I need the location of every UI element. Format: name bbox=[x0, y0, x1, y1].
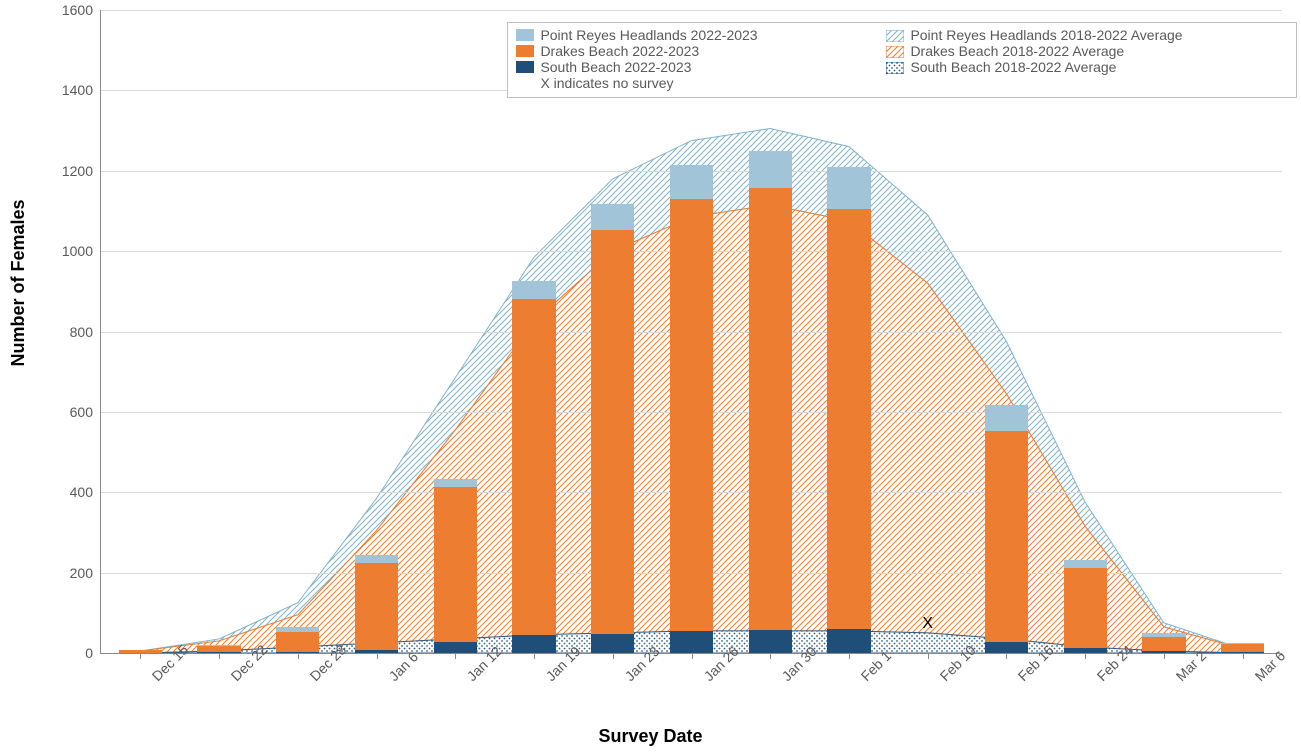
y-tick-label: 600 bbox=[70, 404, 101, 420]
legend: Point Reyes Headlands 2022-2023 Point Rey… bbox=[507, 22, 1297, 98]
bar-segment-south_beach_2022_2023 bbox=[591, 634, 634, 653]
bar-group bbox=[591, 204, 634, 653]
y-tick-label: 1600 bbox=[62, 2, 101, 18]
legend-item: Point Reyes Headlands 2022-2023 bbox=[516, 27, 856, 43]
gridline bbox=[101, 10, 1282, 11]
x-axis-title: Survey Date bbox=[598, 726, 702, 747]
y-tick-label: 200 bbox=[70, 565, 101, 581]
bar-segment-point_reyes_headlands_2022_2023 bbox=[749, 151, 792, 187]
y-tick-label: 800 bbox=[70, 324, 101, 340]
bar-segment-south_beach_2022_2023 bbox=[197, 652, 240, 653]
bar-segment-drakes_beach_2022_2023 bbox=[512, 299, 555, 635]
legend-row: Point Reyes Headlands 2022-2023 Point Rey… bbox=[516, 27, 1288, 43]
y-tick-label: 0 bbox=[85, 645, 101, 661]
bar-group bbox=[827, 167, 870, 653]
bar-segment-point_reyes_headlands_2022_2023 bbox=[1064, 560, 1107, 568]
legend-row: South Beach 2022-2023 South Beach 2018-20… bbox=[516, 59, 1288, 75]
legend-row: X indicates no survey bbox=[516, 75, 1288, 91]
bar-segment-south_beach_2022_2023 bbox=[512, 635, 555, 653]
bar-segment-south_beach_2022_2023 bbox=[276, 652, 319, 653]
bar-group bbox=[749, 151, 792, 653]
legend-swatch bbox=[516, 61, 534, 73]
bar-segment-drakes_beach_2022_2023 bbox=[985, 431, 1028, 642]
bar-segment-south_beach_2022_2023 bbox=[1064, 648, 1107, 653]
bar-segment-south_beach_2022_2023 bbox=[749, 630, 792, 653]
legend-row: Drakes Beach 2022-2023 Drakes Beach 2018-… bbox=[516, 43, 1288, 59]
bar-segment-drakes_beach_2022_2023 bbox=[1064, 568, 1107, 648]
y-tick-label: 400 bbox=[70, 484, 101, 500]
bar-segment-south_beach_2022_2023 bbox=[670, 631, 713, 653]
legend-item: Drakes Beach 2022-2023 bbox=[516, 43, 856, 59]
legend-label: Drakes Beach 2022-2023 bbox=[540, 43, 699, 59]
legend-swatch bbox=[516, 45, 534, 57]
bar-segment-drakes_beach_2022_2023 bbox=[276, 632, 319, 652]
bar-segment-drakes_beach_2022_2023 bbox=[827, 209, 870, 629]
bar-group bbox=[197, 645, 240, 653]
legend-swatch bbox=[516, 29, 534, 41]
legend-label: Drakes Beach 2018-2022 Average bbox=[910, 43, 1124, 59]
bar-segment-point_reyes_headlands_2022_2023 bbox=[985, 405, 1028, 431]
bar-segment-drakes_beach_2022_2023 bbox=[749, 188, 792, 630]
legend-item: Drakes Beach 2018-2022 Average bbox=[886, 43, 1226, 59]
bar-group bbox=[119, 650, 162, 653]
y-axis-title: Number of Females bbox=[8, 199, 29, 366]
bar-segment-point_reyes_headlands_2022_2023 bbox=[827, 167, 870, 209]
no-survey-marker: X bbox=[922, 615, 933, 633]
legend-item: X indicates no survey bbox=[516, 75, 673, 91]
bar-group bbox=[1221, 643, 1264, 653]
bar-segment-point_reyes_headlands_2022_2023 bbox=[355, 555, 398, 563]
legend-label: Point Reyes Headlands 2022-2023 bbox=[540, 27, 757, 43]
bar-group bbox=[276, 627, 319, 653]
bar-segment-south_beach_2022_2023 bbox=[1221, 652, 1264, 653]
legend-label: South Beach 2022-2023 bbox=[540, 59, 691, 75]
y-tick-label: 1400 bbox=[62, 82, 101, 98]
bar-group bbox=[355, 555, 398, 653]
y-tick-label: 1000 bbox=[62, 243, 101, 259]
legend-swatch bbox=[886, 29, 904, 41]
legend-label: Point Reyes Headlands 2018-2022 Average bbox=[910, 27, 1182, 43]
bar-group bbox=[670, 165, 713, 653]
plot-area: 02004006008001000120014001600Dec 15Dec 2… bbox=[100, 10, 1282, 654]
bar-segment-south_beach_2022_2023 bbox=[434, 642, 477, 653]
bar-group bbox=[985, 405, 1028, 653]
legend-swatch bbox=[886, 45, 904, 57]
bar-segment-drakes_beach_2022_2023 bbox=[119, 650, 162, 653]
bar-segment-drakes_beach_2022_2023 bbox=[355, 563, 398, 649]
bar-segment-drakes_beach_2022_2023 bbox=[1221, 644, 1264, 652]
bar-group bbox=[1142, 633, 1185, 653]
bar-segment-south_beach_2022_2023 bbox=[827, 629, 870, 653]
bar-segment-point_reyes_headlands_2022_2023 bbox=[591, 204, 634, 230]
bar-group bbox=[1064, 560, 1107, 653]
bar-segment-drakes_beach_2022_2023 bbox=[434, 487, 477, 642]
bar-segment-point_reyes_headlands_2022_2023 bbox=[434, 479, 477, 487]
bar-segment-drakes_beach_2022_2023 bbox=[1142, 637, 1185, 651]
legend-item: South Beach 2022-2023 bbox=[516, 59, 856, 75]
legend-note-text: X indicates no survey bbox=[540, 75, 673, 91]
bar-segment-drakes_beach_2022_2023 bbox=[591, 230, 634, 634]
legend-swatch bbox=[886, 61, 904, 73]
y-tick-label: 1200 bbox=[62, 163, 101, 179]
bar-segment-south_beach_2022_2023 bbox=[1142, 651, 1185, 653]
bar-segment-drakes_beach_2022_2023 bbox=[670, 199, 713, 631]
bar-group bbox=[512, 281, 555, 653]
bar-segment-point_reyes_headlands_2022_2023 bbox=[512, 281, 555, 299]
chart-container: Number of Females Survey Date 0 200 400 bbox=[0, 0, 1301, 753]
legend-item: South Beach 2018-2022 Average bbox=[886, 59, 1226, 75]
bar-group bbox=[434, 479, 477, 653]
legend-label: South Beach 2018-2022 Average bbox=[910, 59, 1116, 75]
bar-segment-south_beach_2022_2023 bbox=[355, 650, 398, 653]
bar-segment-south_beach_2022_2023 bbox=[985, 642, 1028, 653]
bar-segment-point_reyes_headlands_2022_2023 bbox=[670, 165, 713, 199]
legend-item: Point Reyes Headlands 2018-2022 Average bbox=[886, 27, 1226, 43]
